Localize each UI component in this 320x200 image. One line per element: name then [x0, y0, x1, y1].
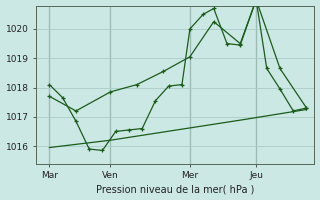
X-axis label: Pression niveau de la mer( hPa ): Pression niveau de la mer( hPa ) [96, 184, 254, 194]
